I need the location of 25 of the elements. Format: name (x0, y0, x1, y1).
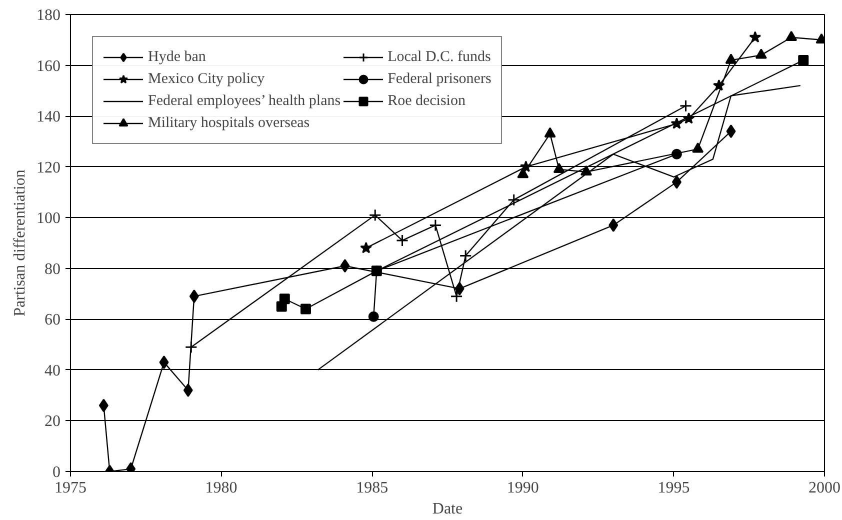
x-tick-label: 1985 (356, 480, 388, 496)
legend-label: Mexico City policy (148, 70, 265, 88)
y-tick-label: 100 (36, 210, 60, 228)
y-tick-label: 40 (44, 362, 60, 380)
legend-label: Military hospitals overseas (148, 114, 310, 132)
x-tick-label: 1990 (506, 480, 539, 496)
y-tick-label: 120 (36, 159, 60, 176)
legend-label: Federal prisoners (388, 70, 492, 88)
y-axis-title: Partisan differentiation (12, 170, 28, 316)
y-tick-label: 180 (36, 7, 60, 24)
x-tick-label: 2000 (808, 480, 840, 496)
y-tick-label: 60 (44, 312, 60, 329)
y-tick-label: 20 (44, 413, 60, 430)
legend-label: Federal employees’ health plans (148, 92, 341, 110)
legend-label: Roe decision (388, 92, 466, 110)
x-tick-label: 1975 (54, 480, 86, 496)
y-tick-label: 160 (36, 58, 60, 75)
legend-label: Local D.C. funds (388, 48, 491, 66)
y-tick-label: 140 (36, 108, 60, 126)
y-tick-label: 0 (52, 464, 60, 481)
x-tick-label: 1980 (205, 480, 238, 496)
x-axis-title: Date (432, 500, 463, 518)
x-tick-label: 1995 (658, 480, 690, 496)
legend-label: Hyde ban (148, 48, 206, 66)
y-tick-label: 80 (44, 260, 60, 278)
